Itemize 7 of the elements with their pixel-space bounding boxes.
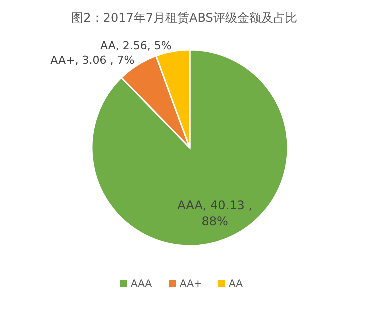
data-label: AA, 2.56, 5% xyxy=(100,40,172,53)
legend-label: AA xyxy=(229,279,244,290)
chart-title: 图2：2017年7月租赁ABS评级金额及占比 xyxy=(72,11,298,25)
legend-label: AAA xyxy=(131,279,152,290)
data-label: AA+, 3.06 , 7% xyxy=(50,54,135,68)
legend-label: AA+ xyxy=(180,279,202,290)
data-label: AAA, 40.13 , 88% xyxy=(178,198,253,229)
